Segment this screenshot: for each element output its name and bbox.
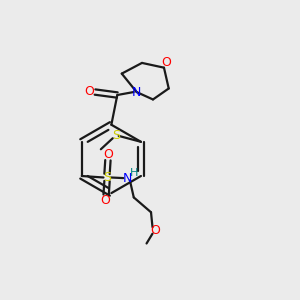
Text: N: N [132,85,141,98]
Text: O: O [100,194,110,207]
Text: O: O [85,85,94,98]
Text: H: H [130,168,138,178]
Text: N: N [122,172,132,184]
Text: S: S [103,171,111,184]
Text: O: O [151,224,160,237]
Text: S: S [112,129,120,142]
Text: O: O [103,148,113,161]
Text: O: O [161,56,171,69]
